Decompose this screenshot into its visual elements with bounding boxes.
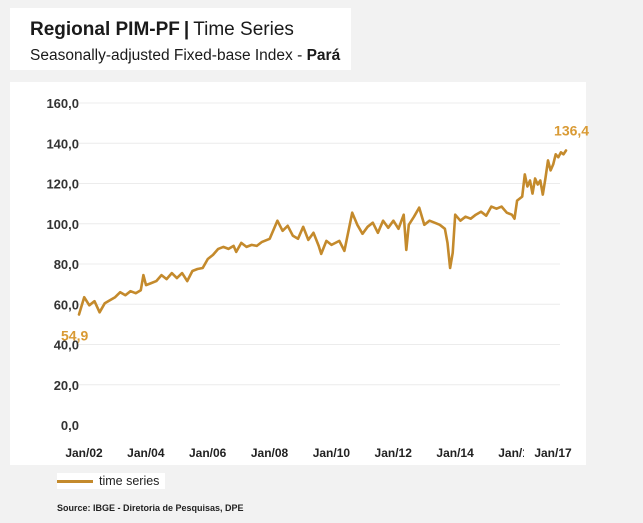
x-tick-box bbox=[240, 440, 299, 464]
y-tick-label: 160,0 bbox=[46, 96, 79, 111]
first-value-label: 54,9 bbox=[61, 328, 88, 344]
x-tick-label: Jan/12 bbox=[375, 446, 413, 460]
y-tick-label: 60,0 bbox=[54, 297, 79, 312]
x-tick-label: Jan/17 bbox=[534, 446, 572, 460]
last-value-label: 136,4 bbox=[554, 122, 589, 138]
x-tick-box bbox=[55, 440, 113, 464]
x-tick-label: Jan/10 bbox=[313, 446, 351, 460]
legend-swatch bbox=[57, 479, 93, 483]
x-tick-label: Jan/06 bbox=[189, 446, 227, 460]
y-tick-label: 0,0 bbox=[61, 418, 79, 433]
chart-subtitle: Seasonally-adjusted Fixed-base Index - P… bbox=[30, 47, 340, 65]
x-tick-label: Jan/02 bbox=[65, 446, 103, 460]
x-tick-box bbox=[524, 440, 582, 464]
title-rest: Time Series bbox=[193, 19, 294, 40]
chart-title: Regional PIM-PF | Time Series bbox=[30, 19, 294, 41]
series-line-time-series bbox=[77, 149, 568, 316]
title-box: Regional PIM-PF | Time Series Seasonally-a… bbox=[10, 8, 351, 70]
x-tick-box bbox=[116, 440, 175, 464]
x-tick-box bbox=[302, 440, 361, 464]
title-separator: | bbox=[183, 19, 190, 40]
x-tick-label: Jan/04 bbox=[127, 446, 165, 460]
y-tick-label: 80,0 bbox=[54, 257, 79, 272]
x-tick-box bbox=[426, 440, 485, 464]
y-tick-label: 20,0 bbox=[54, 378, 79, 393]
x-tick-box bbox=[178, 440, 237, 464]
subtitle-region: Pará bbox=[306, 47, 341, 64]
x-tick-label: Jan/14 bbox=[436, 446, 474, 460]
y-tick-label: 120,0 bbox=[46, 177, 79, 192]
x-tick-box bbox=[364, 440, 423, 464]
x-tick-label: Jan/08 bbox=[251, 446, 289, 460]
source-note: Source: IBGE - Diretoria de Pesquisas, D… bbox=[57, 503, 244, 513]
chart-panel bbox=[10, 82, 586, 465]
subtitle-main: Seasonally-adjusted Fixed-base Index - bbox=[30, 47, 307, 64]
title-bold: Regional PIM-PF bbox=[30, 19, 180, 40]
y-tick-label: 40,0 bbox=[54, 338, 79, 353]
legend-label: time series bbox=[99, 474, 160, 488]
y-tick-label: 100,0 bbox=[46, 217, 79, 232]
legend: time series bbox=[57, 473, 166, 489]
y-tick-label: 140,0 bbox=[46, 136, 79, 151]
